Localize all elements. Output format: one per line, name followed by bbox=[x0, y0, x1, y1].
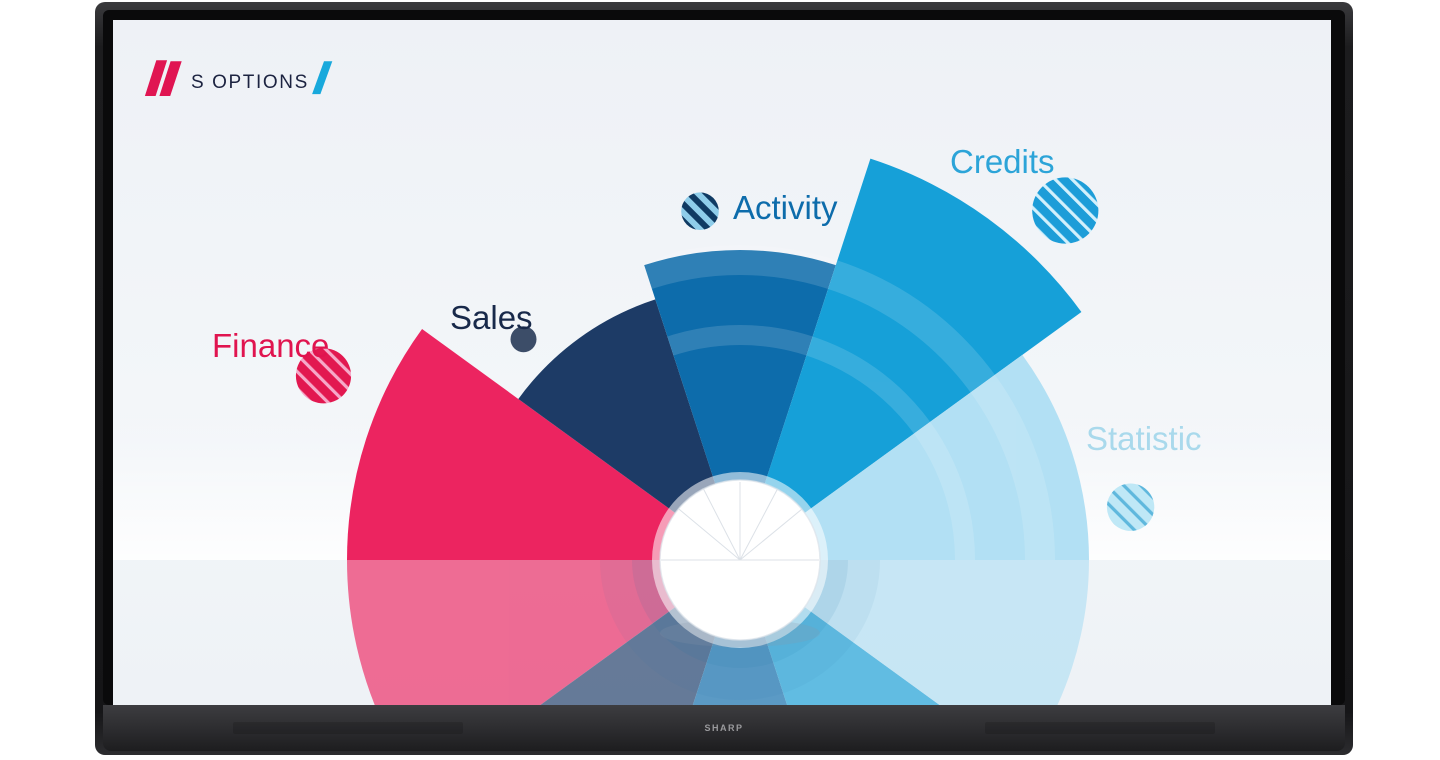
svg-text:Credits: Credits bbox=[950, 143, 1055, 180]
svg-text:Statistic: Statistic bbox=[1086, 420, 1202, 457]
svg-text:S OPTIONS: S OPTIONS bbox=[191, 72, 309, 93]
svg-text:Activity: Activity bbox=[733, 189, 838, 226]
svg-text:Finance: Finance bbox=[212, 327, 329, 364]
svg-text:Sales: Sales bbox=[450, 299, 533, 336]
